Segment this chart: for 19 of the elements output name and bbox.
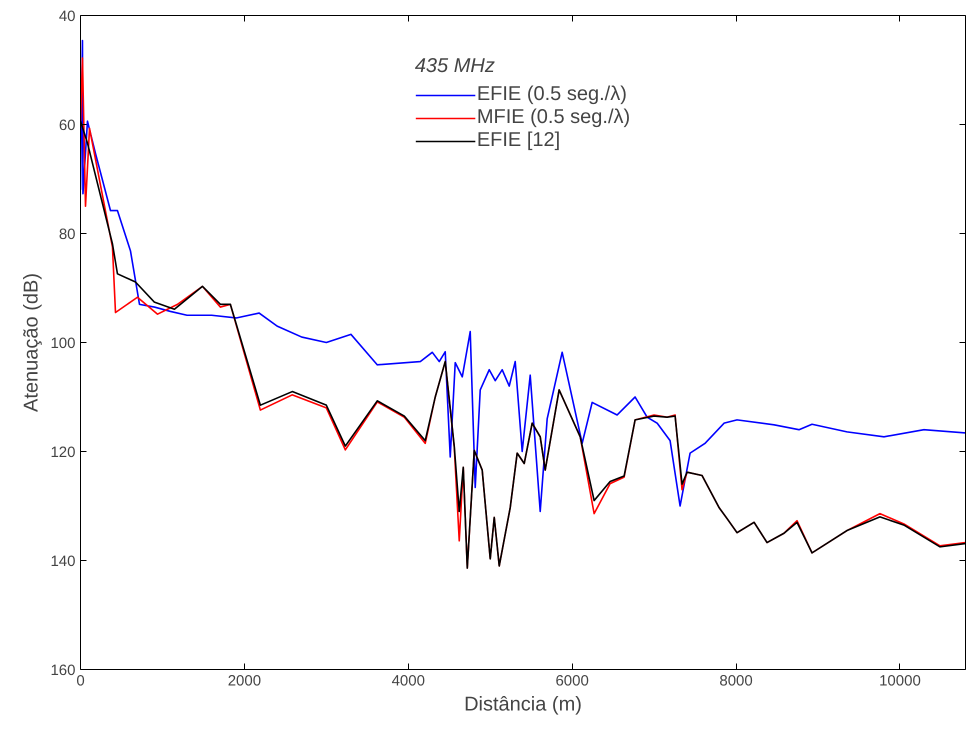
y-tick-label: 120 bbox=[50, 444, 76, 461]
y-tick-label: 60 bbox=[58, 117, 76, 134]
legend-title: 435 MHz bbox=[414, 55, 496, 78]
y-tick-label: 40 bbox=[58, 8, 76, 25]
legend-label: EFIE [12] bbox=[476, 129, 560, 152]
legend-label: EFIE (0.5 seg./λ) bbox=[476, 83, 627, 106]
x-tick-label: 10000 bbox=[879, 672, 921, 690]
x-tick-label: 2000 bbox=[228, 672, 262, 690]
y-tick-label: 100 bbox=[50, 335, 76, 352]
x-tick-label: 6000 bbox=[555, 672, 589, 690]
y-axis-title: Atenuação (dB) bbox=[20, 273, 42, 412]
y-tick-label: 160 bbox=[50, 662, 76, 679]
y-tick-label: 140 bbox=[50, 553, 76, 570]
x-axis-title: Distância (m) bbox=[464, 694, 582, 716]
x-tick-label: 8000 bbox=[719, 672, 753, 690]
legend-label: MFIE (0.5 seg./λ) bbox=[476, 106, 630, 129]
y-tick-label: 80 bbox=[58, 226, 76, 243]
x-tick-label: 4000 bbox=[392, 672, 425, 690]
x-tick-label: 0 bbox=[76, 672, 85, 690]
